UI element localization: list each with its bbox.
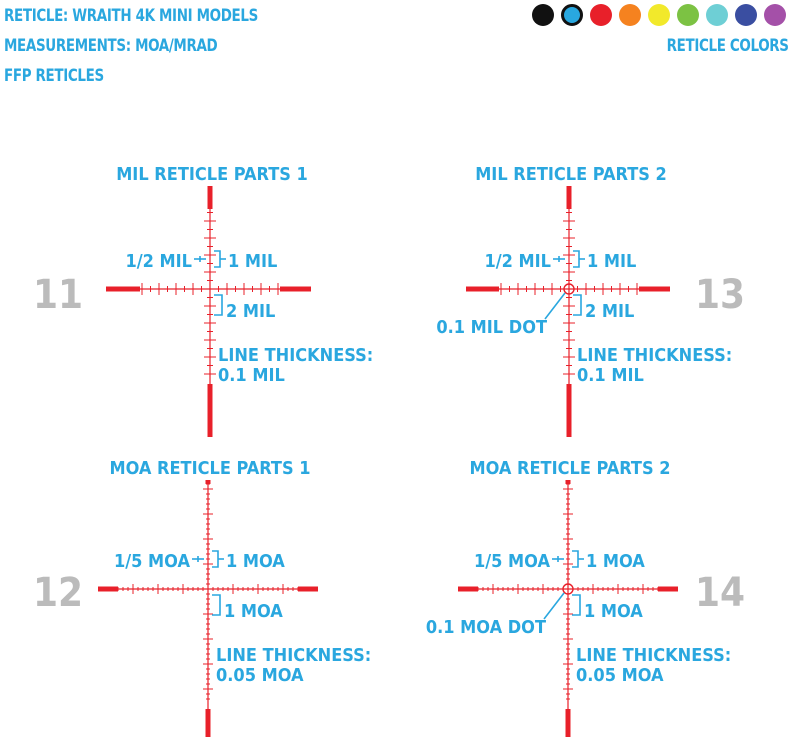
lower-measure-label: 1 MOA [584, 601, 643, 622]
dot-leader [544, 292, 566, 320]
line-thickness-label: LINE THICKNESS: [576, 645, 731, 666]
upper-measure-label: 1 MOA [586, 551, 645, 572]
color-swatch-4[interactable] [619, 4, 641, 26]
half-measure-label: 1/5 MOA [114, 551, 190, 572]
reticle-title: MIL RETICLE PARTS 1 [116, 164, 308, 185]
upper-bracket [212, 550, 219, 568]
line-thickness-value: 0.1 MIL [577, 365, 644, 386]
reticle-title: MOA RETICLE PARTS 2 [469, 458, 670, 479]
reticle-title: MOA RETICLE PARTS 1 [109, 458, 310, 479]
color-swatch-2[interactable] [561, 4, 583, 26]
dot-leader [543, 592, 565, 620]
reticle-color-swatches [532, 4, 794, 30]
lower-bracket [573, 294, 582, 316]
color-swatch-1[interactable] [532, 4, 554, 26]
color-swatch-9[interactable] [764, 4, 786, 26]
ffp-heading: FFP RETICLES [4, 66, 104, 86]
upper-measure-label: 1 MOA [226, 551, 285, 572]
lower-bracket [572, 594, 581, 616]
reticle-panel-13: MIL RETICLE PARTS 2 13 0.1 MIL DOT 1 MIL 1/2… [436, 164, 745, 437]
half-measure-label: 1/2 MIL [125, 251, 192, 272]
reticle-number: 14 [695, 570, 745, 616]
lower-measure-label: 1 MOA [224, 601, 283, 622]
color-swatch-3[interactable] [590, 4, 612, 26]
upper-bracket [214, 250, 221, 268]
dot-label: 0.1 MIL DOT [436, 317, 547, 338]
half-measure-label: 1/5 MOA [474, 551, 550, 572]
measurements-heading: MEASUREMENTS: MOA/MRAD [4, 36, 218, 56]
reticle-model-heading: RETICLE: WRAITH 4K MINI MODELS [4, 6, 258, 26]
reticle-number: 11 [33, 272, 83, 318]
reticle-colors-title: RETICLE COLORS [666, 36, 789, 56]
center-dot [563, 283, 575, 295]
lower-measure-label: 2 MIL [585, 301, 634, 322]
reticle-panel-12: MOA RETICLE PARTS 1 12 1 MOA 1/5 MOA 1 MOA LI… [33, 458, 371, 737]
lower-bracket [214, 294, 223, 316]
reticle-title: MIL RETICLE PARTS 2 [475, 164, 667, 185]
line-thickness-value: 0.05 MOA [576, 665, 664, 686]
color-swatch-6[interactable] [677, 4, 699, 26]
line-thickness-value: 0.1 MIL [218, 365, 285, 386]
center-dot [562, 583, 574, 595]
dot-label: 0.1 MOA DOT [426, 617, 546, 638]
line-thickness-label: LINE THICKNESS: [218, 345, 373, 366]
color-swatch-7[interactable] [706, 4, 728, 26]
color-swatch-5[interactable] [648, 4, 670, 26]
line-thickness-value: 0.05 MOA [216, 665, 304, 686]
upper-bracket [572, 550, 579, 568]
half-measure-label: 1/2 MIL [484, 251, 551, 272]
reticle-number: 12 [33, 570, 83, 616]
upper-bracket [573, 250, 580, 268]
upper-measure-label: 1 MIL [228, 251, 277, 272]
lower-bracket [212, 594, 221, 616]
color-swatch-8[interactable] [735, 4, 757, 26]
upper-measure-label: 1 MIL [587, 251, 636, 272]
reticle-number: 13 [695, 272, 745, 318]
line-thickness-label: LINE THICKNESS: [216, 645, 371, 666]
reticle-panel-14: MOA RETICLE PARTS 2 14 0.1 MOA DOT 1 MOA 1/5… [426, 458, 745, 737]
line-thickness-label: LINE THICKNESS: [577, 345, 732, 366]
reticle-panel-11: MIL RETICLE PARTS 1 11 1 MIL 1/2 MIL 2 MIL LI… [33, 164, 373, 437]
lower-measure-label: 2 MIL [226, 301, 275, 322]
